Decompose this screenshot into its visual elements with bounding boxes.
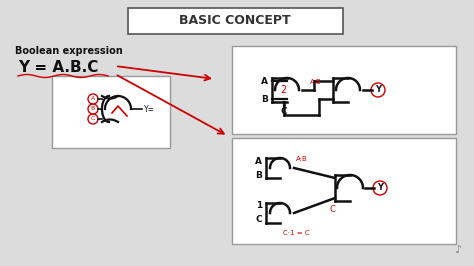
Text: C: C: [329, 206, 335, 214]
Text: B: B: [255, 171, 262, 180]
Text: 1: 1: [256, 202, 262, 210]
Text: Y=: Y=: [144, 105, 155, 114]
FancyBboxPatch shape: [128, 8, 343, 34]
Text: A·B: A·B: [310, 79, 322, 85]
FancyBboxPatch shape: [52, 76, 170, 148]
Text: C: C: [255, 215, 262, 225]
Text: C: C: [281, 107, 287, 117]
Text: A: A: [91, 97, 95, 102]
Text: C·1 = C: C·1 = C: [283, 230, 310, 236]
Text: B: B: [91, 106, 95, 111]
Text: BASIC CONCEPT: BASIC CONCEPT: [179, 15, 291, 27]
Text: Y: Y: [377, 184, 383, 193]
Text: Boolean expression: Boolean expression: [15, 46, 123, 56]
FancyBboxPatch shape: [232, 138, 456, 244]
Text: A: A: [255, 156, 262, 165]
Text: 2: 2: [280, 85, 286, 95]
Text: A·B: A·B: [296, 156, 308, 162]
Text: Y = A.B.C: Y = A.B.C: [18, 60, 99, 74]
FancyBboxPatch shape: [232, 46, 456, 134]
Text: C: C: [91, 117, 95, 122]
Text: ♪: ♪: [455, 245, 462, 255]
Text: Y: Y: [375, 85, 381, 94]
Text: B: B: [261, 94, 268, 103]
Text: A: A: [261, 77, 268, 85]
